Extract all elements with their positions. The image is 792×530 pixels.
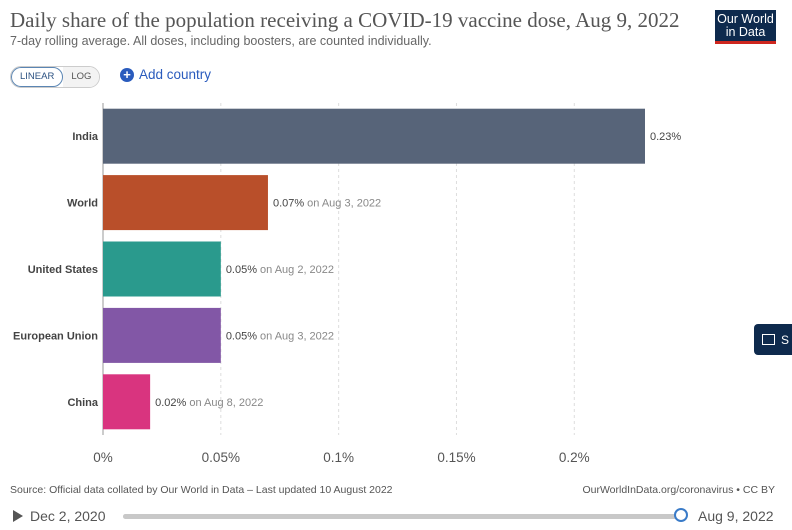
x-tick-label: 0.2% bbox=[559, 450, 590, 465]
credit-link[interactable]: OurWorldInData.org/coronavirus • CC BY bbox=[582, 484, 775, 496]
category-label: China bbox=[67, 397, 98, 409]
linear-scale-button[interactable]: LINEAR bbox=[11, 67, 64, 87]
timeline-track-fill bbox=[123, 514, 683, 519]
side-tab-button[interactable]: S bbox=[754, 324, 792, 355]
value-label: 0.05% bbox=[226, 330, 257, 342]
date-note-label: on Aug 3, 2022 bbox=[307, 198, 381, 210]
value-label: 0.23% bbox=[650, 131, 681, 143]
x-tick-label: 0.15% bbox=[437, 450, 475, 465]
mail-icon bbox=[762, 334, 775, 345]
bar bbox=[103, 374, 151, 430]
timeline: Dec 2, 2020 Aug 9, 2022 bbox=[0, 505, 792, 529]
x-tick-label: 0% bbox=[93, 450, 113, 465]
chart-title: Daily share of the population receiving … bbox=[10, 8, 680, 32]
play-icon[interactable] bbox=[13, 510, 23, 522]
bar-chart: 0% 0.05% 0.1% 0.15% 0.2% India 0.23% World 0.07%… bbox=[13, 103, 681, 465]
value-label: 0.07% bbox=[273, 198, 304, 210]
logo-line-1: Our World bbox=[717, 12, 774, 26]
date-note-label: on Aug 3, 2022 bbox=[260, 330, 334, 342]
x-tick-label: 0.05% bbox=[202, 450, 240, 465]
plus-circle-icon: + bbox=[120, 67, 134, 82]
bar bbox=[103, 307, 221, 363]
bar bbox=[103, 175, 268, 231]
date-note-label: on Aug 2, 2022 bbox=[260, 264, 334, 276]
logo-line-2: in Data bbox=[725, 25, 766, 39]
category-label: European Union bbox=[13, 330, 98, 342]
date-note-label: on Aug 8, 2022 bbox=[189, 397, 263, 409]
source-note: Source: Official data collated by Our Wo… bbox=[10, 484, 393, 496]
bar bbox=[103, 108, 645, 164]
timeline-end-date: Aug 9, 2022 bbox=[698, 508, 774, 524]
category-label: World bbox=[67, 198, 98, 210]
owid-logo[interactable]: Our World in Data bbox=[715, 10, 776, 44]
log-scale-button[interactable]: LOG bbox=[63, 67, 100, 87]
x-tick-label: 0.1% bbox=[323, 450, 354, 465]
scale-toggle: LINEAR LOG bbox=[10, 66, 101, 88]
add-country-button[interactable]: + Add country bbox=[120, 67, 211, 82]
category-label: India bbox=[72, 131, 99, 143]
value-label: 0.05% bbox=[226, 264, 257, 276]
chart-subtitle: 7-day rolling average. All doses, includ… bbox=[10, 34, 432, 48]
timeline-start-date: Dec 2, 2020 bbox=[30, 508, 106, 524]
category-label: United States bbox=[28, 264, 98, 276]
timeline-track[interactable] bbox=[123, 514, 683, 519]
bar bbox=[103, 241, 221, 297]
add-country-label: Add country bbox=[139, 67, 212, 82]
side-tab-label: S bbox=[781, 332, 790, 347]
timeline-handle[interactable] bbox=[674, 508, 688, 522]
value-label: 0.02% bbox=[155, 397, 186, 409]
